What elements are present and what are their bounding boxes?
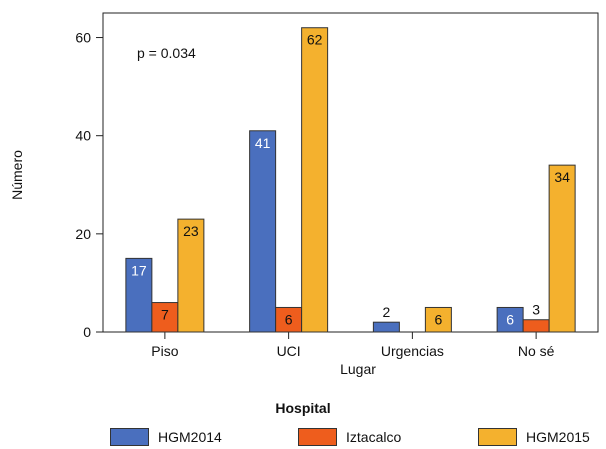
x-axis-label: Lugar (340, 361, 376, 377)
bar-iztacalco-1 (275, 306, 303, 333)
bar-iztacalco-3 (522, 319, 550, 333)
data-label: 3 (532, 302, 540, 318)
x-tick-label: No sé (518, 343, 555, 359)
bar-hgm2015-1 (301, 27, 329, 333)
y-tick-label: 40 (75, 128, 91, 144)
legend-swatch-hgm2014 (110, 428, 149, 446)
legend-swatch-iztacalco (298, 428, 337, 446)
bar-hgm2014-2 (372, 321, 400, 333)
legend: Hospital HGM2014 Iztacalco HGM2015 (0, 398, 606, 449)
x-tick-label: Piso (151, 343, 178, 359)
data-label: 23 (183, 223, 199, 239)
data-label: 34 (554, 169, 570, 185)
legend-title: Hospital (275, 400, 331, 416)
y-tick-label: 0 (83, 324, 91, 340)
data-label: 62 (307, 32, 323, 48)
p-value-annotation: p = 0.034 (137, 45, 196, 61)
data-label: 6 (506, 311, 514, 327)
x-tick-label: UCI (277, 343, 301, 359)
y-tick-label: 20 (75, 226, 91, 242)
legend-label-hgm2014: HGM2014 (158, 429, 222, 445)
bar-hgm2015-2 (424, 306, 452, 333)
data-label: 6 (285, 311, 293, 327)
data-label: 6 (434, 311, 442, 327)
x-tick-label: Urgencias (381, 343, 444, 359)
data-label: 41 (255, 135, 271, 151)
legend-label-iztacalco: Iztacalco (346, 429, 402, 445)
bar-hgm2014-0 (125, 257, 153, 333)
y-axis-label: Número (9, 150, 25, 200)
bar-hgm2015-3 (548, 164, 576, 333)
legend-swatch-hgm2015 (478, 428, 517, 446)
y-tick-label: 60 (75, 30, 91, 46)
plot-frame (102, 12, 599, 333)
bar-hgm2014-1 (249, 130, 277, 333)
legend-label-hgm2015: HGM2015 (526, 429, 590, 445)
data-label: 17 (131, 262, 147, 278)
bar-iztacalco-0 (151, 302, 179, 333)
data-label: 2 (382, 304, 390, 320)
bar-hgm2015-0 (177, 218, 205, 333)
bar-hgm2014-3 (496, 306, 524, 333)
data-label: 7 (161, 307, 169, 323)
